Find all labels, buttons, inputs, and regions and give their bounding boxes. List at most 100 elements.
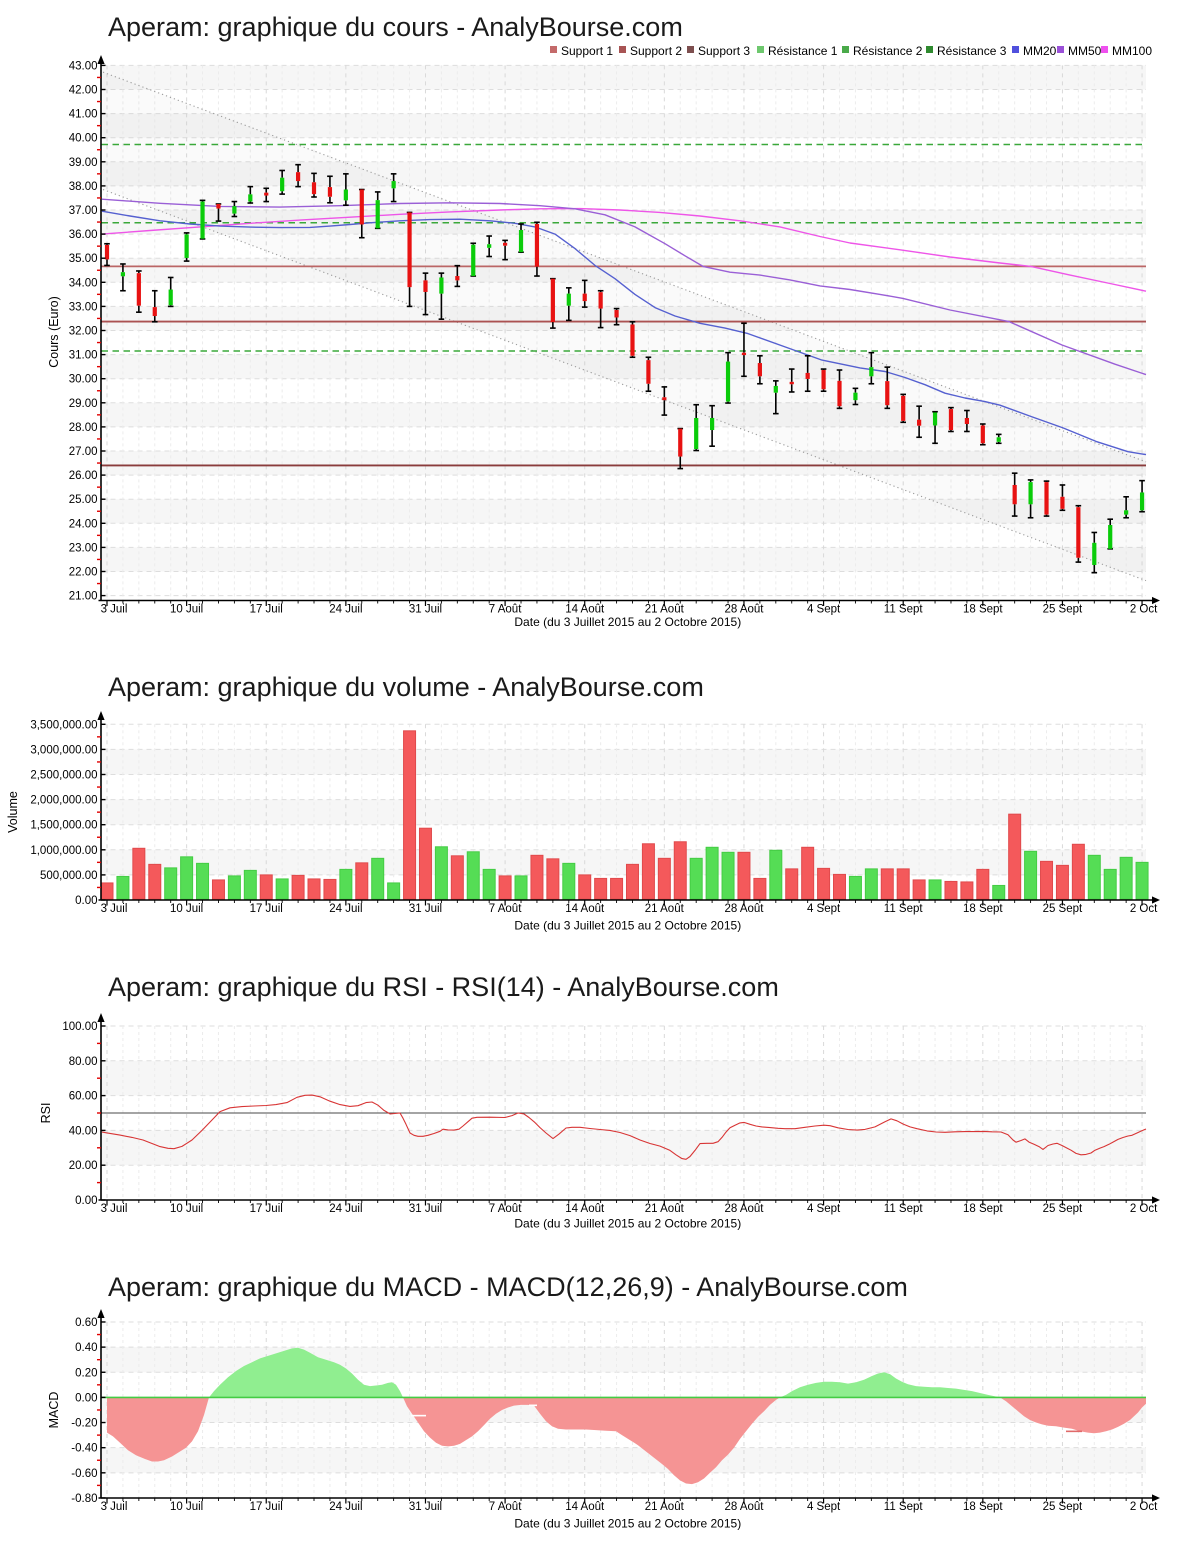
svg-text:0.40: 0.40: [75, 1342, 97, 1354]
svg-text:28 Août: 28 Août: [724, 1203, 764, 1215]
svg-text:10 Juil: 10 Juil: [170, 604, 203, 616]
svg-text:31 Juil: 31 Juil: [409, 903, 442, 915]
svg-text:500,000.00: 500,000.00: [40, 870, 98, 882]
svg-text:21 Août: 21 Août: [645, 604, 685, 616]
svg-text:3 Juil: 3 Juil: [101, 1203, 128, 1215]
svg-text:RSI: RSI: [39, 1103, 53, 1124]
svg-text:2,000,000.00: 2,000,000.00: [30, 795, 97, 807]
svg-text:25.00: 25.00: [69, 494, 98, 506]
svg-text:2,500,000.00: 2,500,000.00: [30, 770, 97, 782]
svg-text:31 Juil: 31 Juil: [409, 604, 442, 616]
svg-text:7 Août: 7 Août: [489, 1203, 522, 1215]
svg-text:43.00: 43.00: [69, 60, 98, 72]
svg-text:3 Juil: 3 Juil: [101, 903, 128, 915]
svg-text:3,500,000.00: 3,500,000.00: [30, 719, 97, 731]
svg-text:11 Sept: 11 Sept: [884, 1203, 924, 1215]
svg-text:24 Juil: 24 Juil: [329, 903, 362, 915]
svg-text:17 Juil: 17 Juil: [250, 1501, 283, 1513]
svg-text:0.00: 0.00: [75, 1195, 97, 1207]
svg-text:21 Août: 21 Août: [645, 1203, 685, 1215]
svg-text:27.00: 27.00: [69, 446, 98, 458]
svg-text:-0.40: -0.40: [71, 1443, 97, 1455]
svg-text:Résistance 1: Résistance 1: [768, 44, 838, 58]
svg-text:3 Juil: 3 Juil: [101, 1501, 128, 1513]
svg-text:Aperam: graphique du volume -: Aperam: graphique du volume - AnalyBours…: [108, 672, 704, 702]
svg-text:24.00: 24.00: [69, 518, 98, 530]
svg-text:38.00: 38.00: [69, 181, 98, 193]
svg-text:36.00: 36.00: [69, 229, 98, 241]
svg-text:26.00: 26.00: [69, 470, 98, 482]
svg-text:40.00: 40.00: [69, 133, 98, 145]
svg-text:32.00: 32.00: [69, 326, 98, 338]
svg-text:MACD: MACD: [47, 1392, 61, 1429]
svg-text:18 Sept: 18 Sept: [963, 604, 1003, 616]
svg-text:11 Sept: 11 Sept: [884, 1501, 924, 1513]
svg-text:22.00: 22.00: [69, 567, 98, 579]
svg-text:Support 1: Support 1: [561, 44, 613, 58]
svg-text:Date (du 3 Juillet 2015 au 2 O: Date (du 3 Juillet 2015 au 2 Octobre 201…: [514, 919, 741, 933]
svg-text:31 Juil: 31 Juil: [409, 1203, 442, 1215]
svg-text:21.00: 21.00: [69, 591, 98, 603]
svg-text:2 Oct: 2 Oct: [1130, 1501, 1158, 1513]
svg-text:0.00: 0.00: [75, 895, 97, 907]
svg-text:30.00: 30.00: [69, 374, 98, 386]
svg-text:18 Sept: 18 Sept: [963, 1501, 1003, 1513]
svg-text:MM20: MM20: [1023, 44, 1057, 58]
svg-text:2 Oct: 2 Oct: [1130, 903, 1158, 915]
svg-text:37.00: 37.00: [69, 205, 98, 217]
svg-text:10 Juil: 10 Juil: [170, 1501, 203, 1513]
svg-text:11 Sept: 11 Sept: [884, 903, 924, 915]
svg-text:17 Juil: 17 Juil: [250, 604, 283, 616]
svg-text:-0.20: -0.20: [71, 1418, 97, 1430]
svg-text:14 Août: 14 Août: [565, 1203, 605, 1215]
svg-text:21 Août: 21 Août: [645, 1501, 685, 1513]
svg-text:-0.60: -0.60: [71, 1468, 97, 1480]
svg-text:4 Sept: 4 Sept: [807, 903, 841, 915]
svg-text:18 Sept: 18 Sept: [963, 903, 1003, 915]
svg-text:33.00: 33.00: [69, 301, 98, 313]
svg-text:17 Juil: 17 Juil: [250, 1203, 283, 1215]
svg-text:0.00: 0.00: [75, 1392, 97, 1404]
svg-text:Résistance 2: Résistance 2: [853, 44, 923, 58]
svg-text:2 Oct: 2 Oct: [1130, 1203, 1158, 1215]
svg-text:Aperam: graphique du MACD - MA: Aperam: graphique du MACD - MACD(12,26,9…: [108, 1272, 908, 1302]
svg-text:100.00: 100.00: [62, 1021, 97, 1033]
svg-text:29.00: 29.00: [69, 398, 98, 410]
svg-text:-0.80: -0.80: [71, 1493, 97, 1505]
svg-text:35.00: 35.00: [69, 253, 98, 265]
svg-text:31 Juil: 31 Juil: [409, 1501, 442, 1513]
svg-text:28 Août: 28 Août: [724, 903, 764, 915]
svg-text:24 Juil: 24 Juil: [329, 1203, 362, 1215]
svg-text:4 Sept: 4 Sept: [807, 1203, 841, 1215]
svg-text:60.00: 60.00: [69, 1091, 98, 1103]
svg-text:14 Août: 14 Août: [565, 903, 605, 915]
svg-text:10 Juil: 10 Juil: [170, 1203, 203, 1215]
svg-text:28 Août: 28 Août: [724, 1501, 764, 1513]
svg-text:1,000,000.00: 1,000,000.00: [30, 845, 97, 857]
svg-text:34.00: 34.00: [69, 277, 98, 289]
svg-text:2 Oct: 2 Oct: [1130, 604, 1158, 616]
svg-text:80.00: 80.00: [69, 1056, 98, 1068]
svg-text:Cours (Euro): Cours (Euro): [47, 296, 61, 368]
svg-text:Aperam: graphique du RSI - RSI: Aperam: graphique du RSI - RSI(14) - Ana…: [108, 972, 779, 1002]
svg-text:Volume: Volume: [6, 791, 20, 833]
svg-text:0.60: 0.60: [75, 1317, 97, 1329]
svg-text:0.20: 0.20: [75, 1367, 97, 1379]
svg-text:31.00: 31.00: [69, 350, 98, 362]
svg-text:4 Sept: 4 Sept: [807, 604, 841, 616]
svg-text:25 Sept: 25 Sept: [1043, 1501, 1083, 1513]
svg-text:Date (du 3 Juillet 2015 au 2 O: Date (du 3 Juillet 2015 au 2 Octobre 201…: [514, 1217, 741, 1231]
svg-text:18 Sept: 18 Sept: [963, 1203, 1003, 1215]
svg-text:1,500,000.00: 1,500,000.00: [30, 820, 97, 832]
svg-text:7 Août: 7 Août: [489, 1501, 522, 1513]
svg-text:Aperam: graphique du cours - A: Aperam: graphique du cours - AnalyBourse…: [108, 12, 683, 42]
svg-text:10 Juil: 10 Juil: [170, 903, 203, 915]
svg-text:MM100: MM100: [1112, 44, 1152, 58]
svg-text:3,000,000.00: 3,000,000.00: [30, 744, 97, 756]
svg-text:17 Juil: 17 Juil: [250, 903, 283, 915]
svg-text:Résistance 3: Résistance 3: [937, 44, 1007, 58]
svg-text:39.00: 39.00: [69, 157, 98, 169]
svg-text:25 Sept: 25 Sept: [1043, 1203, 1083, 1215]
svg-text:14 Août: 14 Août: [565, 604, 605, 616]
svg-text:23.00: 23.00: [69, 542, 98, 554]
